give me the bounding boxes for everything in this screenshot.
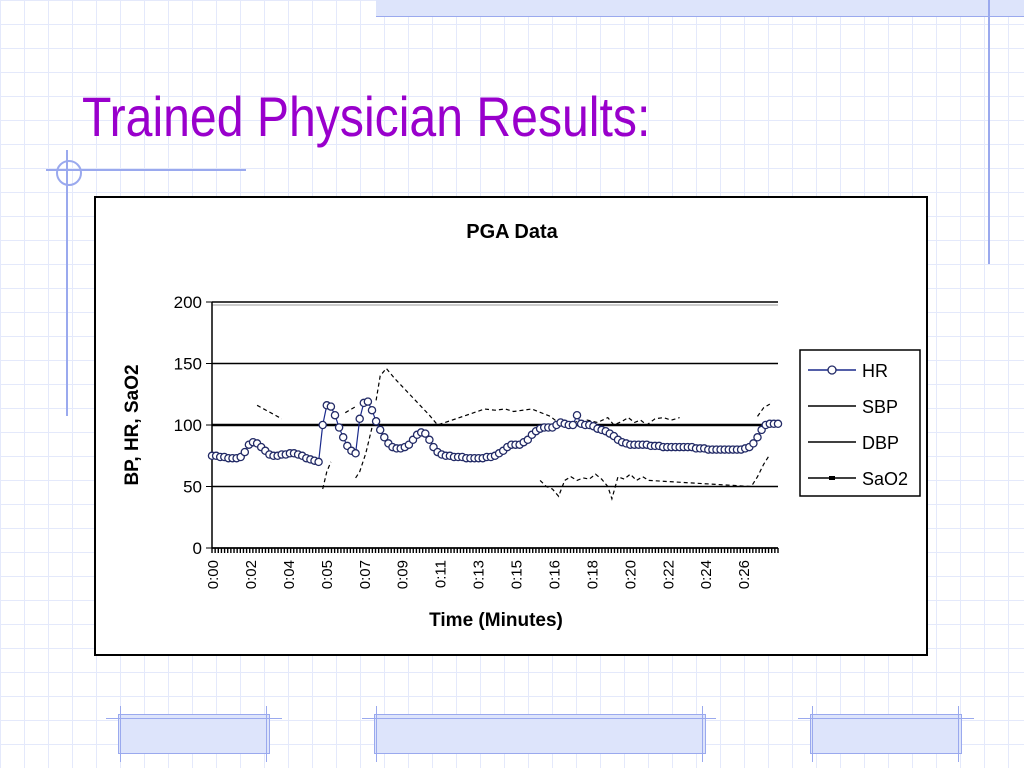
hr-data-point [753,433,762,442]
y-axis-label: BP, HR, SaO2 [122,364,143,485]
footer-tick [812,706,813,762]
x-tick-label: 0:13 [471,560,488,589]
slide-title: Trained Physician Results: [82,85,651,148]
hr-data-point [318,420,327,430]
x-tick-label: 0:22 [660,560,677,589]
series-sbp-line [256,367,771,426]
legend-label-hr: HR [862,361,888,381]
legend-label-sao2: SaO2 [862,469,908,489]
x-tick-label: 0:15 [509,560,526,589]
y-tick-label: 100 [174,416,202,435]
x-tick-label: 0:09 [395,560,412,589]
hr-data-point [749,439,758,448]
x-tick-label: 0:18 [584,560,601,589]
footer-line [798,718,974,719]
hr-data-point [326,402,336,411]
footer-line [106,718,282,719]
hr-data-point [314,457,323,467]
x-tick-label: 0:24 [698,560,715,589]
x-tick-label: 0:02 [243,560,260,589]
hr-data-point [375,425,385,435]
legend-box [799,349,921,497]
legend-label-sbp: SBP [862,397,898,417]
footer-tick [120,706,121,762]
legend-marker-sao2 [829,476,835,480]
x-tick-label: 0:05 [319,560,336,589]
footer-tick [266,706,267,762]
hr-data-point [355,414,364,424]
x-tick-label: 0:00 [205,560,222,589]
hr-data-point [367,405,377,415]
decor-horizontal-line [46,169,246,171]
x-tick-label: 0:26 [736,560,753,589]
hr-data-point [380,433,389,442]
footer-decor-block-2 [374,714,706,754]
footer-decor-block-1 [118,714,270,754]
hr-data-point [334,423,344,432]
footer-tick [376,706,377,762]
x-tick-label: 0:20 [622,560,639,589]
y-tick-label: 150 [174,355,202,374]
legend-marker-hr [827,365,837,375]
hr-data-point [371,417,381,426]
footer-tick [702,706,703,762]
chart-title: PGA Data [466,221,558,243]
x-axis-label: Time (Minutes) [429,610,563,631]
chart-frame: PGA Data 0 50 100 150 200 0:00 0:02 0:04 0:05 0:07… [94,196,928,656]
hr-data-point [421,429,430,438]
decor-vertical-line-right [988,0,990,264]
decor-circle [56,160,82,186]
decor-vertical-line-left [66,150,68,416]
hr-data-point [338,433,348,442]
hr-data-point [240,447,250,457]
footer-decor-block-3 [810,714,962,754]
legend-label-dbp: DBP [862,433,899,453]
y-tick-label: 0 [193,539,202,558]
hr-data-point [773,419,783,429]
hr-data-point [568,420,578,430]
footer-line [362,718,716,719]
y-tick-label: 200 [174,293,202,312]
x-tick-label: 0:04 [281,560,298,589]
header-band [376,0,1024,17]
series-dbp-line [322,427,771,501]
pga-chart: PGA Data 0 50 100 150 200 0:00 0:02 0:04 0:05 0:07… [122,221,921,631]
x-tick-label: 0:07 [357,560,374,589]
x-tick-label: 0:16 [546,560,563,589]
hr-data-point [572,410,582,420]
y-tick-label: 50 [183,478,202,497]
footer-tick [958,706,959,762]
hr-data-point [351,449,360,458]
hr-data-point [363,397,373,406]
x-tick-label: 0:11 [433,560,450,588]
hr-data-point [330,410,340,420]
hr-data-point [425,435,434,445]
